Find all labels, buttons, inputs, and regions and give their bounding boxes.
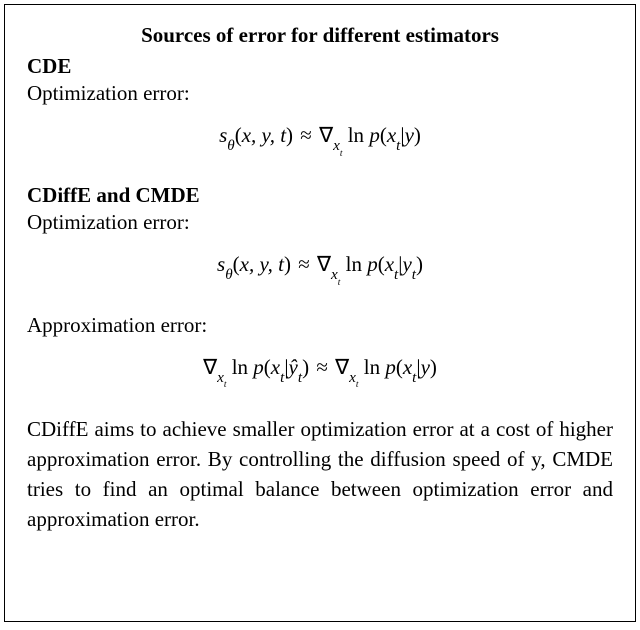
section-head-cde: CDE [27,54,613,79]
equation-cde: sθ(x, y, t) ≈ ∇xt ln p(xt|y) [27,122,613,155]
label-cdiffe-approx: Approximation error: [27,313,613,338]
framed-box: Sources of error for different estimator… [4,4,636,622]
equation-cdiffe-approx: ∇xt ln p(xt|ŷt) ≈ ∇xt ln p(xt|y) [27,354,613,387]
section-head-cdiffe-cmde: CDiffE and CMDE [27,183,613,208]
label-cdiffe-opt: Optimization error: [27,210,613,235]
label-cde-opt: Optimization error: [27,81,613,106]
body-paragraph: CDiffE aims to achieve smaller optimizat… [27,415,613,534]
page-title: Sources of error for different estimator… [27,23,613,48]
equation-cdiffe-opt: sθ(x, y, t) ≈ ∇xt ln p(xt|yt) [27,251,613,284]
